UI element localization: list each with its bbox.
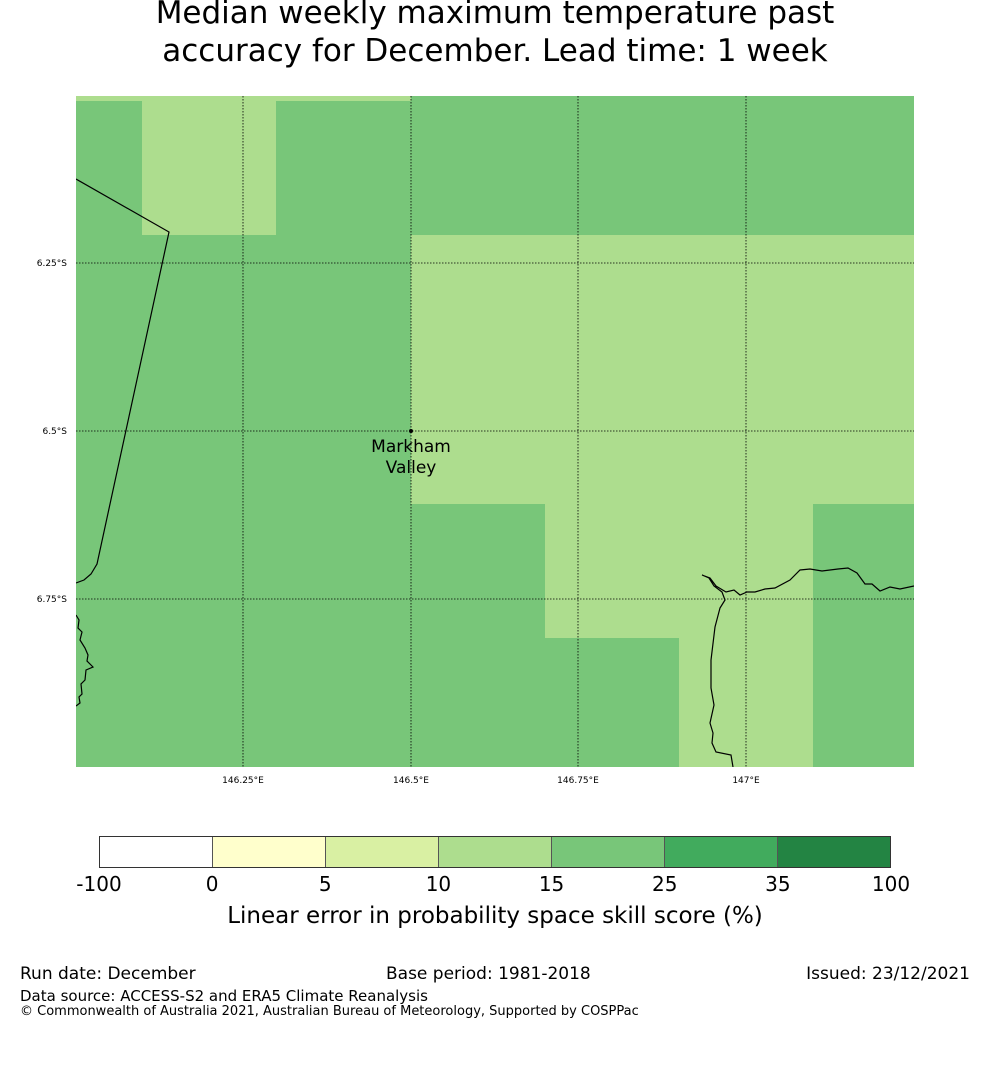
- colorbar: [99, 836, 891, 868]
- river-and-coastline: [701, 567, 914, 767]
- colorbar-segment: [213, 837, 326, 867]
- base-period: Base period: 1981-2018: [386, 964, 591, 984]
- lon-label: 146.25°E: [222, 776, 264, 786]
- colorbar-tick-label: 10: [425, 872, 452, 896]
- colorbar-tick-label: 100: [871, 872, 911, 896]
- colorbar-segment: [665, 837, 778, 867]
- copyright: © Commonwealth of Australia 2021, Austra…: [20, 1004, 639, 1019]
- map-title: Median weekly maximum temperature past a…: [0, 0, 990, 70]
- run-date: Run date: December: [20, 964, 196, 984]
- colorbar-ticks: -100 0 5 10 15 25 35 100: [0, 872, 990, 896]
- colorbar-segment: [100, 837, 213, 867]
- lat-label: 6.5°S: [42, 427, 67, 437]
- colorbar-tick-label: -100: [76, 872, 122, 896]
- colorbar-segment: [326, 837, 439, 867]
- longitude-labels: 146.25°E 146.5°E 146.75°E 147°E: [222, 776, 760, 786]
- grid-cell-east-middle: [545, 504, 813, 638]
- colorbar-tick-label: 35: [765, 872, 791, 896]
- colorbar-segment: [778, 837, 890, 867]
- colorbar-tick-label: 0: [205, 872, 219, 896]
- latitude-labels: 6.25°S 6.5°S 6.75°S: [37, 259, 68, 605]
- colorbar-tick-label: 15: [538, 872, 565, 896]
- lon-label: 146.75°E: [557, 776, 599, 786]
- graticule: [76, 96, 914, 767]
- grid-cell-northwest: [142, 96, 276, 235]
- title-line-2: accuracy for December. Lead time: 1 week: [162, 33, 828, 69]
- colorbar-segment: [439, 837, 552, 867]
- title-line-1: Median weekly maximum temperature past: [155, 0, 835, 31]
- west-coastline: [76, 614, 95, 707]
- skill-score-grid: [76, 96, 914, 767]
- grid-cell-east-upper: [411, 235, 914, 504]
- province-boundary: [76, 178, 170, 584]
- colorbar-tick-label: 25: [651, 872, 678, 896]
- lon-label: 147°E: [732, 776, 760, 786]
- lat-label: 6.25°S: [37, 259, 68, 269]
- location-label-line-2: Valley: [386, 458, 437, 478]
- lon-label: 146.5°E: [393, 776, 429, 786]
- colorbar-tick-label: 5: [318, 872, 332, 896]
- colorbar-segment: [552, 837, 665, 867]
- data-source: Data source: ACCESS-S2 and ERA5 Climate …: [20, 987, 428, 1005]
- lat-label: 6.75°S: [37, 595, 68, 605]
- issued-date: Issued: 23/12/2021: [806, 964, 970, 984]
- colorbar-label: Linear error in probability space skill …: [227, 903, 763, 929]
- location-label-line-1: Markham: [371, 437, 451, 457]
- boundary-lines: [76, 178, 914, 767]
- location-marker: [409, 429, 413, 433]
- map-panel: 6.25°S 6.5°S 6.75°S 146.25°E 146.5°E 146…: [37, 96, 914, 786]
